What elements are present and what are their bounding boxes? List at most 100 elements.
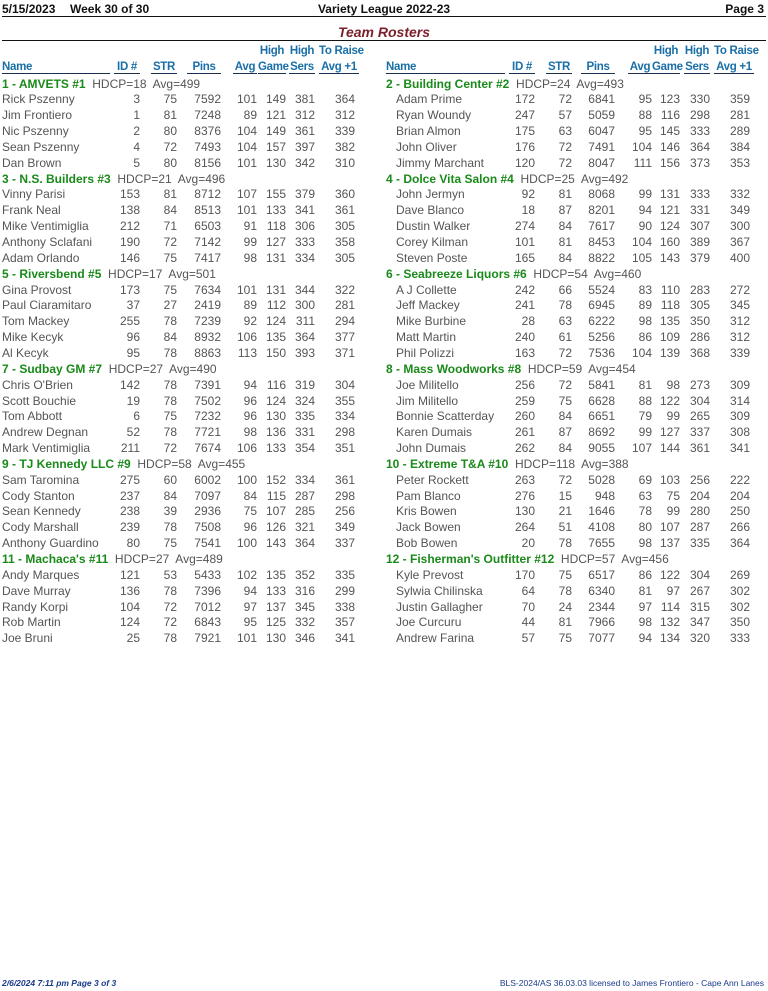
player-name: Andrew Farina bbox=[396, 631, 475, 646]
player-str: 78 bbox=[558, 583, 572, 598]
player-high-sers: 379 bbox=[294, 187, 315, 202]
player-high-game: 149 bbox=[265, 124, 286, 139]
team-header: 2 - Building Center #2 HDCP=24 Avg=493 bbox=[386, 77, 624, 92]
player-pins: 7502 bbox=[194, 393, 221, 408]
player-to-raise: 250 bbox=[729, 504, 750, 519]
player-high-sers: 342 bbox=[294, 155, 315, 170]
player-name: Karen Dumais bbox=[396, 425, 473, 440]
player-name: Steven Poste bbox=[396, 250, 468, 265]
player-str: 84 bbox=[163, 488, 177, 503]
player-high-game: 135 bbox=[265, 567, 286, 582]
player-id: 25 bbox=[126, 631, 140, 646]
player-id: 101 bbox=[514, 235, 535, 249]
player-id: 2 bbox=[133, 124, 140, 139]
player-to-raise: 361 bbox=[334, 203, 355, 218]
player-name: John Dumais bbox=[396, 441, 467, 456]
player-name: Dave Blanco bbox=[396, 203, 465, 218]
player-str: 61 bbox=[558, 330, 572, 345]
player-pins: 8201 bbox=[588, 203, 615, 218]
player-pins: 6841 bbox=[588, 92, 615, 107]
player-pins: 7966 bbox=[588, 615, 615, 630]
player-str: 75 bbox=[163, 282, 177, 297]
player-high-game: 112 bbox=[266, 298, 286, 313]
team-header: 7 - Sudbay GM #7 HDCP=27 Avg=490 bbox=[2, 362, 217, 377]
player-high-game: 97 bbox=[666, 583, 680, 598]
team-header: 3 - N.S. Builders #3 HDCP=21 Avg=496 bbox=[2, 172, 225, 187]
player-id: 64 bbox=[521, 583, 535, 598]
player-str: 75 bbox=[163, 536, 177, 551]
player-avg: 83 bbox=[638, 282, 652, 297]
team-header: 12 - Fisherman's Outfitter #12 HDCP=57 A… bbox=[386, 552, 669, 567]
player-high-sers: 304 bbox=[689, 393, 710, 408]
player-high-game: 103 bbox=[659, 472, 680, 487]
player-high-game: 145 bbox=[659, 124, 680, 139]
player-pins: 7097 bbox=[194, 488, 221, 503]
player-name: Anthony Sclafani bbox=[2, 235, 93, 249]
player-to-raise: 349 bbox=[729, 203, 750, 218]
team-name: 5 - Riversbend #5 bbox=[2, 266, 102, 281]
player-to-raise: 333 bbox=[729, 631, 750, 646]
column-header-id: ID # bbox=[509, 61, 535, 74]
player-pins: 2419 bbox=[194, 298, 221, 313]
player-high-game: 155 bbox=[265, 187, 286, 202]
player-to-raise: 299 bbox=[334, 583, 355, 598]
player-to-raise: 358 bbox=[334, 235, 355, 249]
player-avg: 101 bbox=[236, 282, 257, 297]
player-str: 78 bbox=[163, 377, 177, 392]
player-high-game: 124 bbox=[659, 219, 680, 234]
player-name: Brian Almon bbox=[396, 124, 461, 139]
player-avg: 104 bbox=[631, 139, 652, 154]
player-avg: 105 bbox=[631, 250, 652, 265]
player-to-raise: 337 bbox=[334, 536, 355, 551]
player-high-game: 98 bbox=[666, 377, 680, 392]
player-to-raise: 355 bbox=[334, 393, 355, 408]
player-name: Mike Kecyk bbox=[2, 330, 64, 345]
player-avg: 75 bbox=[243, 504, 257, 519]
player-name: Vinny Parisi bbox=[2, 187, 66, 202]
player-high-game: 160 bbox=[659, 235, 680, 249]
player-name: Jim Militello bbox=[396, 393, 459, 408]
player-to-raise: 377 bbox=[334, 330, 355, 345]
player-high-game: 149 bbox=[265, 92, 286, 107]
player-name: Frank Neal bbox=[2, 203, 61, 218]
player-high-sers: 397 bbox=[294, 139, 315, 154]
player-high-game: 121 bbox=[659, 203, 680, 218]
player-name: Mike Burbine bbox=[396, 314, 467, 329]
player-name: Cody Stanton bbox=[2, 488, 75, 503]
player-id: 3 bbox=[133, 92, 140, 107]
player-avg: 98 bbox=[638, 615, 652, 630]
player-to-raise: 309 bbox=[729, 377, 750, 392]
player-high-sers: 316 bbox=[294, 583, 315, 598]
player-pins: 8376 bbox=[194, 124, 221, 139]
player-to-raise: 281 bbox=[334, 298, 355, 313]
player-high-game: 124 bbox=[265, 314, 286, 329]
player-high-game: 130 bbox=[265, 155, 286, 170]
player-id: 255 bbox=[119, 314, 140, 329]
player-id: 4 bbox=[133, 139, 140, 154]
title-rule bbox=[2, 40, 766, 41]
player-avg: 81 bbox=[638, 583, 652, 598]
player-avg: 99 bbox=[243, 235, 257, 249]
player-pins: 7541 bbox=[194, 536, 221, 551]
player-to-raise: 302 bbox=[729, 583, 750, 598]
player-avg: 90 bbox=[638, 219, 652, 234]
player-avg: 78 bbox=[638, 504, 652, 519]
player-pins: 7239 bbox=[194, 314, 221, 329]
player-str: 81 bbox=[558, 187, 572, 202]
player-high-sers: 287 bbox=[294, 488, 315, 503]
player-high-game: 118 bbox=[266, 219, 286, 234]
player-high-sers: 364 bbox=[294, 536, 315, 551]
player-pins: 7921 bbox=[194, 631, 221, 646]
player-high-game: 107 bbox=[659, 520, 680, 535]
player-high-sers: 256 bbox=[689, 472, 710, 487]
team-header: 8 - Mass Woodworks #8 HDCP=59 Avg=454 bbox=[386, 362, 636, 377]
player-name: Gina Provost bbox=[2, 282, 72, 297]
player-id: 237 bbox=[119, 488, 140, 503]
player-to-raise: 341 bbox=[334, 631, 355, 646]
player-avg: 80 bbox=[638, 520, 652, 535]
player-str: 84 bbox=[163, 330, 177, 345]
player-avg: 88 bbox=[638, 108, 652, 123]
player-high-sers: 354 bbox=[294, 441, 315, 456]
player-name: Scott Bouchie bbox=[2, 393, 77, 408]
player-name: Jack Bowen bbox=[396, 520, 461, 535]
